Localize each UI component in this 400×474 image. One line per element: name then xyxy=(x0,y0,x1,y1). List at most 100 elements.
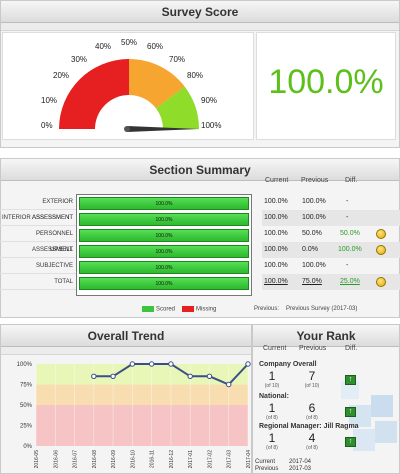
summary-previous: 0.0% xyxy=(302,246,318,253)
trend-y-tick-label: 100% xyxy=(17,362,33,368)
summary-bar: 100.0% xyxy=(79,229,249,242)
trend-x-tick-label: 2017-01 xyxy=(188,450,194,469)
previous-survey-label: Previous: xyxy=(254,306,280,312)
gauge-label-40: 40% xyxy=(95,42,112,51)
gauge-pivot xyxy=(124,126,130,132)
trend-band-orange xyxy=(36,384,248,405)
summary-current: 100.0% xyxy=(264,230,288,237)
rank-footer-previous-label: Previous xyxy=(255,466,279,472)
trend-x-tick-label: 2016-07 xyxy=(73,450,79,469)
gauge-label-10: 10% xyxy=(41,96,58,105)
summary-previous: 50.0% xyxy=(302,230,322,237)
rank-col-previous: Previous xyxy=(299,345,327,352)
rank-up-arrow-icon[interactable]: ↑ xyxy=(345,407,356,417)
legend-missing: Missing xyxy=(182,306,216,313)
summary-diff: - xyxy=(346,262,349,269)
rank-company-current-of: (of 10) xyxy=(264,383,280,389)
trend-point xyxy=(206,373,213,379)
legend-missing-label: Missing xyxy=(196,306,217,313)
gauge-orange-arc xyxy=(129,59,185,109)
rank-national-current: 1 xyxy=(268,401,276,415)
rank-regional-previous-of: (of 8) xyxy=(306,445,318,451)
summary-label: INTERIOR ASSESSMENT xyxy=(0,210,76,226)
rank-company-label: Company Overall xyxy=(259,361,317,368)
trend-x-tick-label: 2017-04 xyxy=(246,450,252,469)
summary-current: 100.0% xyxy=(264,246,288,253)
rank-national-current-of: (of 8) xyxy=(266,415,278,421)
rank-footer-current-label: Current xyxy=(255,459,276,465)
trend-x-tick-label: 2016-06 xyxy=(53,450,59,469)
overall-trend-panel: Overall Trend 0% 25% 50% 75% 100% 2016-05 2016… xyxy=(0,324,252,474)
trend-point xyxy=(129,361,136,367)
trend-point xyxy=(148,361,155,367)
summary-value-row: 100.0% 0.0% 100.0% xyxy=(262,242,400,258)
summary-label: UPSELL xyxy=(0,242,76,258)
rank-national-label: National: xyxy=(259,393,289,400)
trend-point xyxy=(187,373,193,379)
trend-x-tick-label: 2016-11 xyxy=(150,450,156,468)
trend-point xyxy=(245,361,251,367)
summary-bar: 100.0% xyxy=(79,277,249,290)
rank-col-current: Current xyxy=(263,345,287,352)
rank-company-previous: 7 xyxy=(308,369,316,383)
summary-current: 100.0% xyxy=(264,198,288,205)
gauge-label-70: 70% xyxy=(169,55,186,64)
summary-previous: 100.0% xyxy=(302,198,326,205)
trend-y-tick-label: 50% xyxy=(20,403,33,409)
summary-current: 100.0% xyxy=(264,262,288,269)
gauge-label-80: 80% xyxy=(187,71,204,80)
summary-bar: 100.0% xyxy=(79,197,249,210)
rank-national-previous-of: (of 8) xyxy=(306,415,318,421)
trend-point xyxy=(226,381,232,388)
smiley-icon xyxy=(376,245,386,255)
trend-y-tick-label: 0% xyxy=(23,444,32,450)
summary-value-row: 100.0% 50.0% 50.0% xyxy=(262,226,400,242)
summary-col-diff: Diff. xyxy=(345,177,358,184)
summary-bar-chart: 100.0% 100.0% 100.0% 100.0% 100.0% 100.0… xyxy=(76,194,252,296)
gauge-label-90: 90% xyxy=(201,96,218,105)
trend-point xyxy=(168,361,174,367)
rank-up-arrow-icon[interactable]: ↑ xyxy=(345,375,356,385)
trend-x-tick-label: 2017-02 xyxy=(207,450,213,469)
trend-y-tick-label: 75% xyxy=(20,383,33,389)
summary-diff: - xyxy=(346,198,349,205)
gauge-label-0: 0% xyxy=(41,121,53,130)
summary-diff: - xyxy=(346,214,349,221)
summary-current: 100.0% xyxy=(264,278,288,285)
smiley-icon xyxy=(376,277,386,287)
rank-company-previous-of: (of 10) xyxy=(304,383,320,389)
legend-scored-swatch xyxy=(142,306,154,312)
smiley-icon xyxy=(376,229,386,239)
summary-value-row: 100.0% 100.0% - xyxy=(262,194,400,210)
section-summary-title: Section Summary xyxy=(1,159,399,181)
summary-diff: 50.0% xyxy=(340,230,360,237)
summary-previous: 100.0% xyxy=(302,214,326,221)
score-box: 100.0% xyxy=(256,32,396,140)
summary-label: TOTAL xyxy=(0,274,76,290)
summary-label: EXTERIOR ASSESSMENT xyxy=(0,194,76,221)
gauge-label-100: 100% xyxy=(201,121,222,130)
rank-up-arrow-icon[interactable]: ↑ xyxy=(345,437,356,447)
trend-band-green xyxy=(36,364,248,385)
legend-missing-swatch xyxy=(182,306,194,312)
summary-col-current: Current xyxy=(265,177,289,184)
gauge-red-arc xyxy=(59,59,129,129)
rank-regional-previous: 4 xyxy=(308,431,316,445)
your-rank-title: Your Rank xyxy=(253,325,399,347)
trend-x-tick-label: 2016-10 xyxy=(130,450,136,469)
summary-bar: 100.0% xyxy=(79,213,249,226)
summary-previous: 100.0% xyxy=(302,262,326,269)
gauge-green-arc xyxy=(156,86,199,129)
trend-x-tick-label: 2016-05 xyxy=(34,450,40,469)
summary-value-row: 100.0% 100.0% - xyxy=(262,210,400,226)
rank-national-previous: 6 xyxy=(308,401,316,415)
trend-x-tick-label: 2016-08 xyxy=(92,450,98,469)
rank-col-diff: Diff. xyxy=(345,345,358,352)
cubes-watermark-icon xyxy=(341,381,397,451)
summary-labels: EXTERIOR ASSESSMENT INTERIOR ASSESSMENT … xyxy=(0,194,76,290)
overall-trend-title: Overall Trend xyxy=(1,325,251,347)
trend-x-tick-label: 2016-09 xyxy=(111,450,117,469)
summary-diff: 25.0% xyxy=(340,278,360,285)
summary-label: PERSONNEL ASSESSMENT xyxy=(0,226,76,253)
survey-score-title: Survey Score xyxy=(1,1,399,23)
